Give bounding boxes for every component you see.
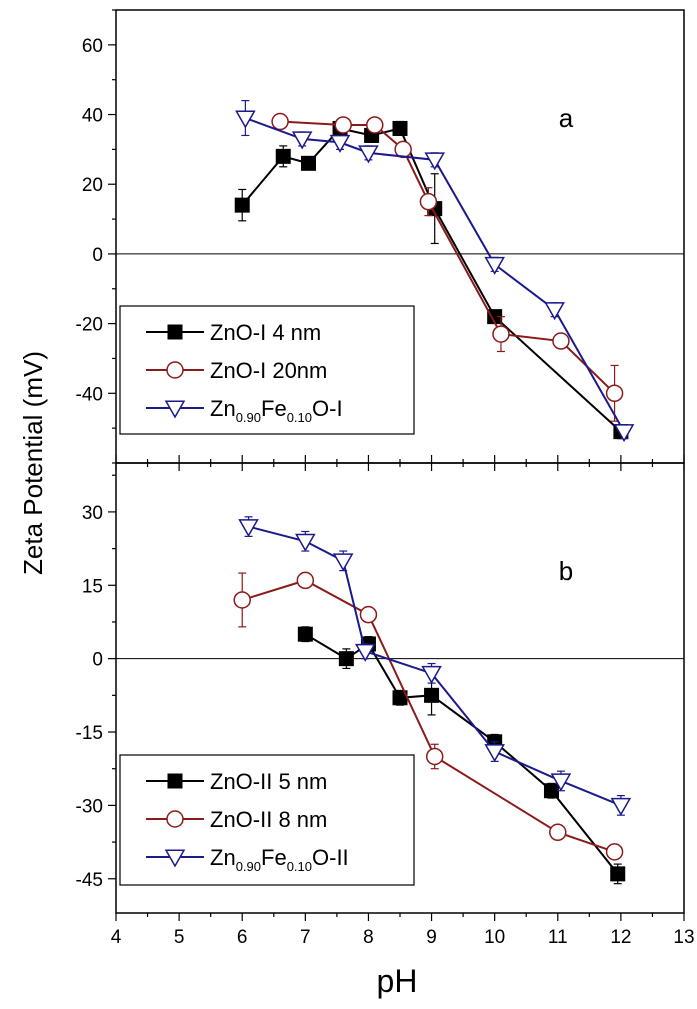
- data-point: [492, 325, 510, 343]
- x-tick-label: 7: [300, 927, 311, 948]
- data-point: [271, 112, 289, 131]
- legend-label: ZnO-II 8 nm: [210, 807, 327, 832]
- x-tick-label: 5: [174, 927, 185, 948]
- y-tick-label: 15: [82, 576, 103, 597]
- y-tick-label: 30: [82, 503, 103, 524]
- legend: ZnO-I 4 nm ZnO-I 20nm Zn0.90Fe0.10O-I: [119, 305, 415, 435]
- data-point: [484, 256, 505, 275]
- data-point: [296, 571, 315, 590]
- x-tick-label: 12: [610, 927, 631, 948]
- series-line: [245, 117, 625, 433]
- data-point: [300, 155, 316, 171]
- data-point: [484, 744, 505, 763]
- panel-label: b: [559, 556, 573, 586]
- legend-marker: [166, 361, 184, 379]
- y-tick-label: -30: [76, 796, 103, 817]
- x-axis-title: pH: [377, 963, 418, 999]
- data-point: [295, 533, 316, 552]
- legend-label: Zn0.90Fe0.10O-I: [210, 396, 343, 425]
- data-point: [424, 152, 446, 171]
- x-tick-label: 4: [111, 927, 122, 948]
- y-tick-label: -15: [76, 723, 103, 744]
- data-point: [613, 424, 635, 443]
- data-point: [543, 783, 559, 799]
- data-point: [552, 332, 570, 350]
- legend-marker: [167, 324, 183, 340]
- legend-label: Zn0.90Fe0.10O-II: [210, 845, 349, 874]
- y-tick-label: -45: [76, 870, 103, 891]
- data-point: [233, 591, 251, 609]
- legend-marker: [166, 810, 184, 828]
- data-point: [366, 116, 384, 134]
- data-point: [338, 651, 354, 667]
- data-point: [544, 302, 565, 321]
- data-point: [392, 120, 408, 136]
- data-point: [419, 192, 438, 211]
- panel-label: a: [559, 103, 574, 133]
- legend: ZnO-II 5 nm ZnO-II 8 nm Zn0.90Fe0.10O-II: [119, 754, 415, 886]
- data-point: [297, 626, 313, 642]
- data-point: [354, 643, 376, 662]
- data-point: [605, 843, 624, 861]
- data-point: [329, 134, 351, 153]
- x-tick-label: 6: [237, 927, 248, 948]
- data-point: [359, 605, 378, 624]
- series-line: [248, 525, 622, 807]
- data-point: [234, 197, 250, 213]
- data-point: [235, 110, 256, 129]
- legend-label: ZnO-I 4 nm: [210, 320, 321, 345]
- legend-marker: [164, 400, 186, 419]
- panel-a: -40 -20 0 20 40 60 a ZnO-I 4 nm ZnO-I 20nm Zn0.90…: [76, 9, 685, 471]
- y-tick-label: 0: [92, 245, 103, 266]
- x-tick-label: 8: [363, 927, 374, 948]
- y-tick-label: 40: [82, 106, 103, 127]
- data-point: [425, 747, 444, 766]
- y-tick-label: 60: [82, 36, 103, 57]
- x-tick-label: 11: [548, 927, 568, 948]
- x-tick-label: 13: [673, 927, 694, 948]
- y-tick-label: 0: [92, 650, 103, 671]
- data-point: [275, 148, 291, 164]
- data-point: [291, 131, 313, 150]
- data-point: [334, 116, 352, 134]
- data-point: [421, 665, 442, 684]
- series-line: [241, 579, 615, 853]
- y-axis-title: Zeta Potential (mV): [18, 351, 48, 575]
- data-point: [549, 823, 567, 842]
- legend-marker: [167, 773, 183, 789]
- x-tick-label: 10: [484, 927, 505, 948]
- y-tick-label: 20: [82, 175, 103, 196]
- legend-marker: [164, 849, 186, 868]
- data-point: [424, 687, 440, 703]
- data-point: [332, 553, 354, 572]
- data-point: [610, 866, 626, 882]
- x-tick-label: 9: [426, 927, 437, 948]
- y-tick-label: -40: [76, 384, 103, 405]
- data-point: [358, 145, 379, 164]
- data-point: [610, 797, 632, 816]
- data-point: [605, 384, 624, 403]
- y-tick-label: -20: [76, 315, 103, 336]
- data-point: [550, 773, 572, 792]
- data-point: [238, 519, 259, 538]
- legend-label: ZnO-II 5 nm: [210, 769, 327, 794]
- legend-label: ZnO-I 20nm: [210, 358, 327, 383]
